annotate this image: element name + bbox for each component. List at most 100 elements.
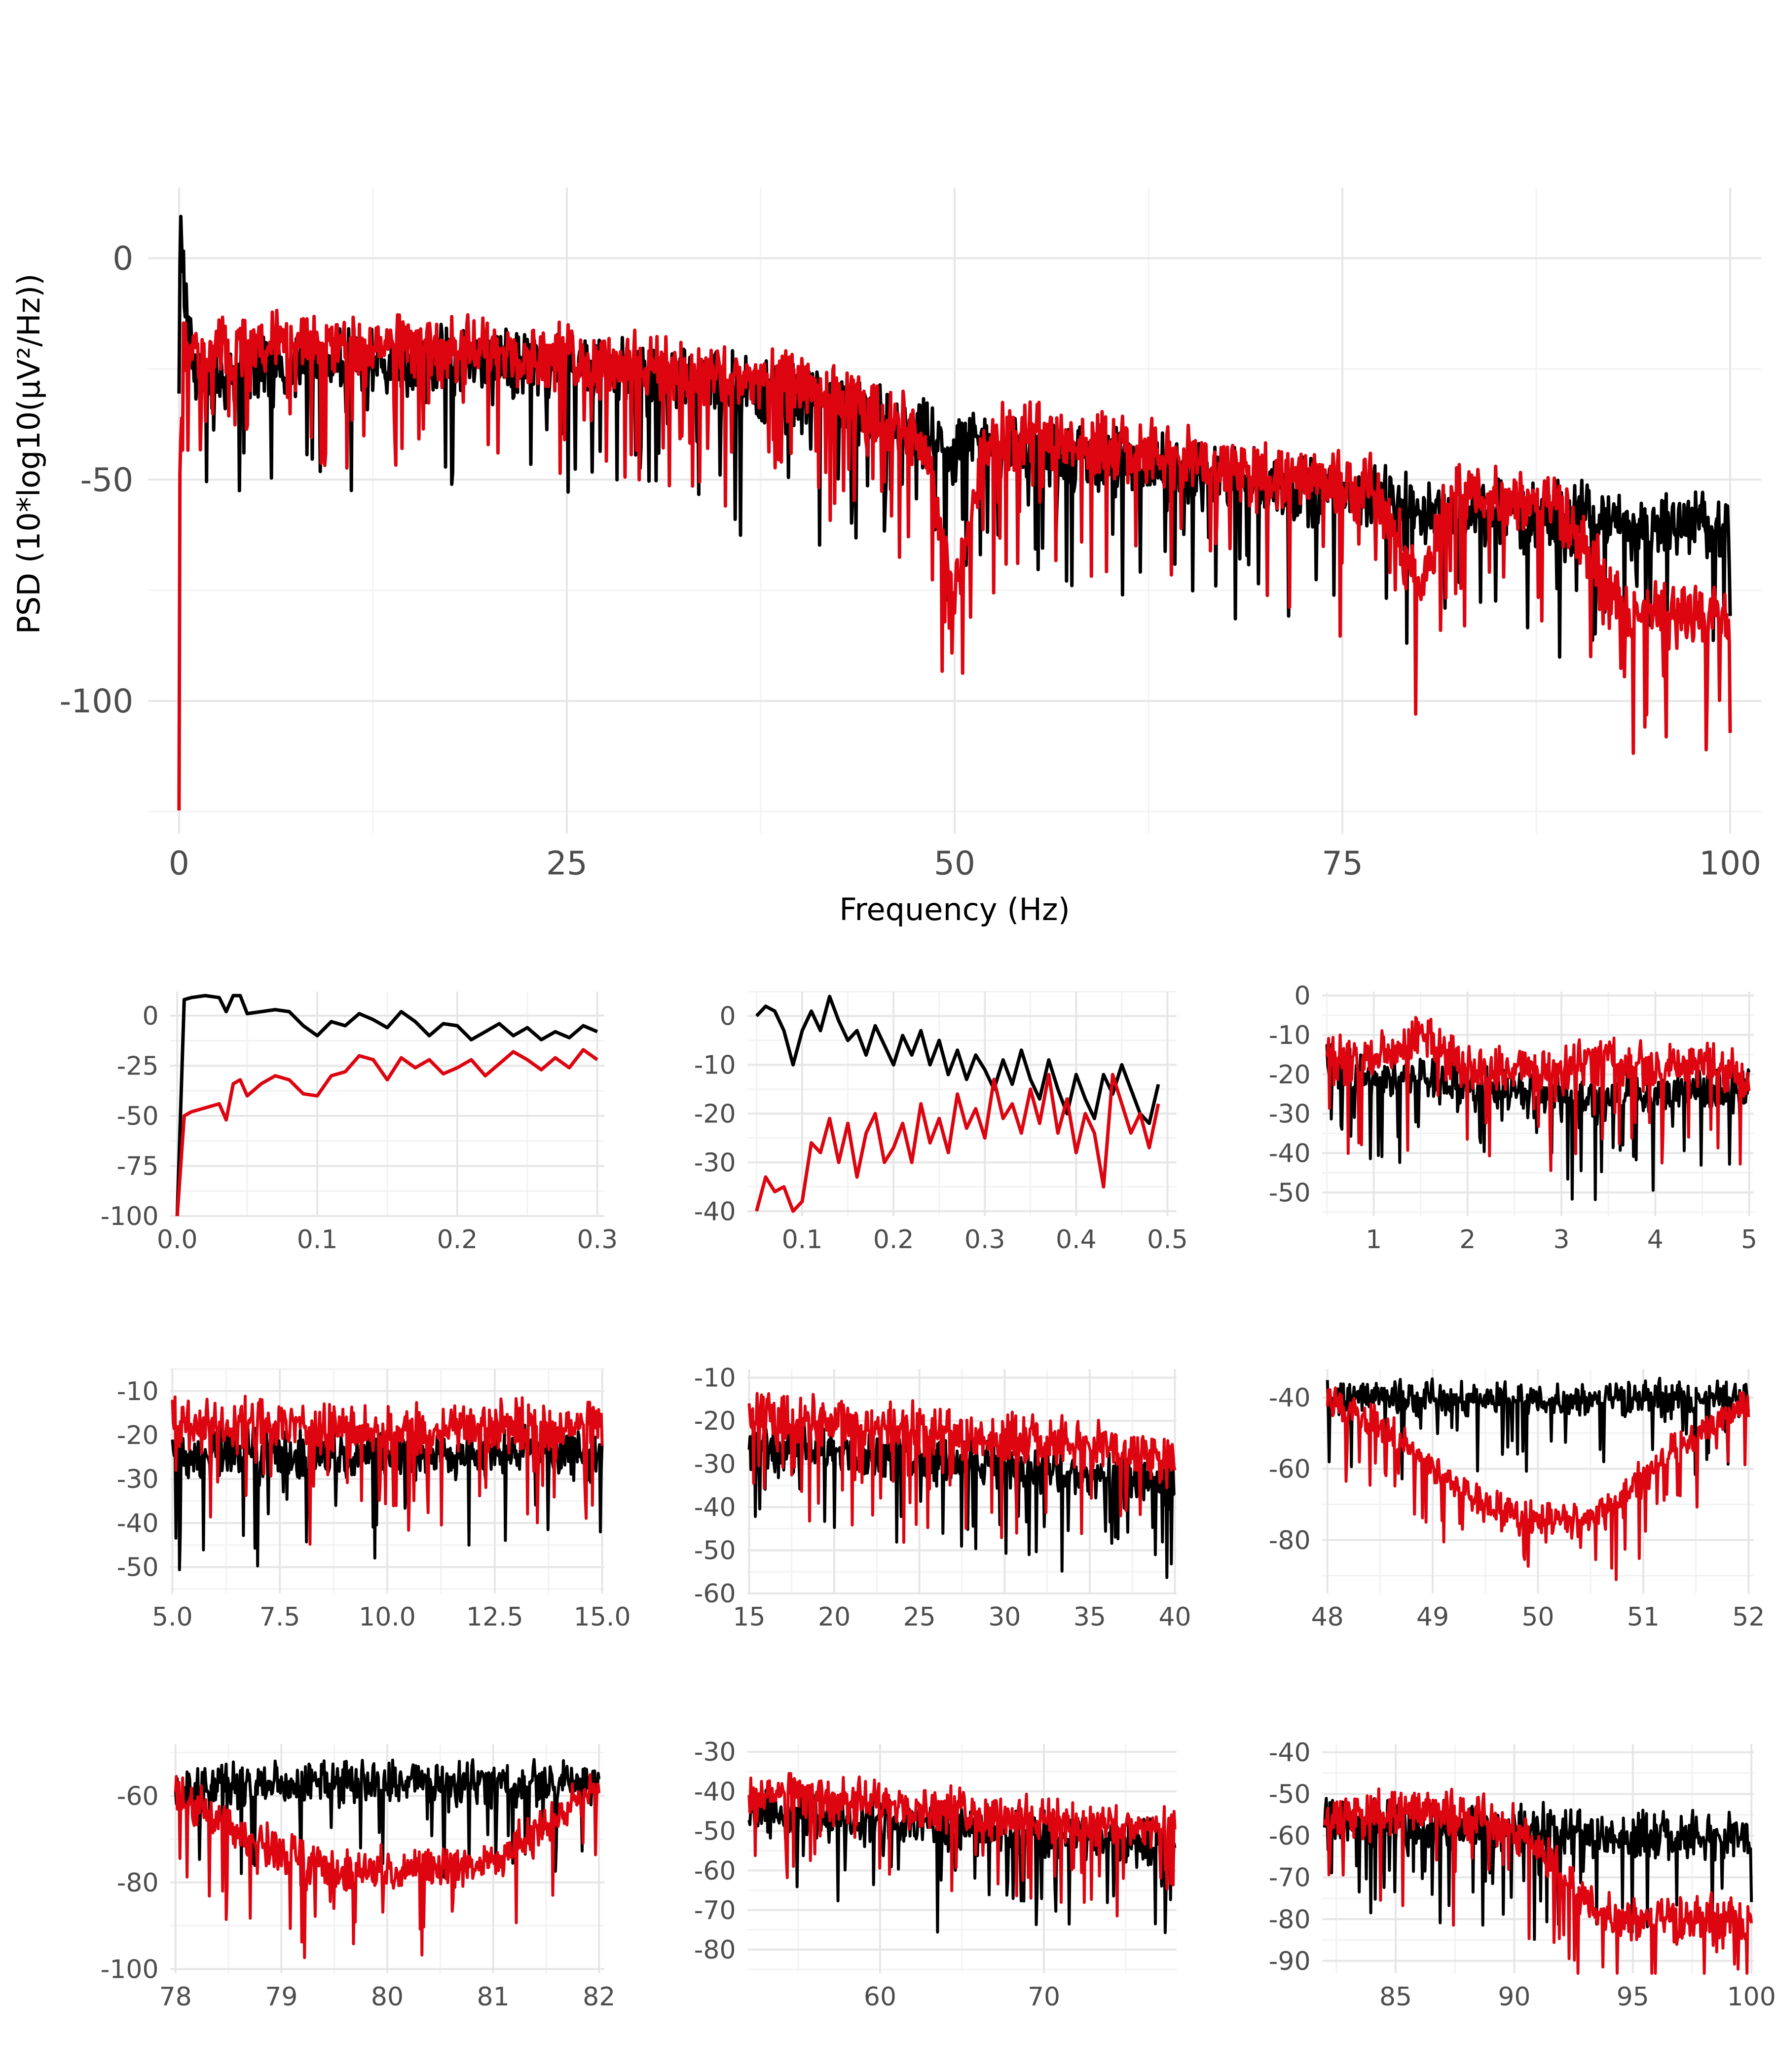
x-tick-label: 78 xyxy=(159,1982,192,2012)
x-tick-label: 5.0 xyxy=(152,1602,193,1632)
plot-panel-zoom-0.05-0.5: 0.1 0.2 0.3 0.4 0.5 0 -10 -20 -30 -40 xyxy=(694,991,1188,1255)
plot-panel-zoom-82-100: 85 90 95 100 -40 -50 -60 -70 -80 -90 xyxy=(1269,1738,1776,2012)
x-tick-label: 25 xyxy=(546,845,588,883)
y-tick-label: -40 xyxy=(1269,1738,1311,1768)
y-tick-label: -30 xyxy=(694,1148,736,1178)
y-tick-label: -80 xyxy=(1269,1905,1311,1934)
y-tick-label: -40 xyxy=(1269,1383,1311,1413)
y-tick-label: -75 xyxy=(117,1152,159,1182)
y-tick-label: -10 xyxy=(694,1051,736,1080)
y-tick-label: -70 xyxy=(1269,1863,1311,1893)
y-tick-label: -40 xyxy=(694,1493,736,1522)
x-tick-label: 1 xyxy=(1366,1225,1382,1255)
y-tick-label: -50 xyxy=(1269,1780,1311,1810)
y-tick-label: -20 xyxy=(1269,1060,1311,1090)
series-line-red xyxy=(175,1048,598,1217)
series-line-black xyxy=(755,995,1160,1125)
x-tick-label: 85 xyxy=(1379,1982,1412,2012)
y-tick-label: -20 xyxy=(694,1099,736,1129)
y-tick-label: -100 xyxy=(101,1202,159,1231)
y-tick-label: -10 xyxy=(694,1364,736,1393)
y-tick-label: -100 xyxy=(101,1955,159,1984)
y-tick-label: -50 xyxy=(80,461,133,499)
series-line-red xyxy=(1326,1386,1750,1581)
y-tick-label: -10 xyxy=(1269,1021,1311,1050)
x-tick-label: 35 xyxy=(1073,1602,1106,1632)
y-tick-label: -60 xyxy=(694,1579,736,1609)
x-tick-label: 0.3 xyxy=(964,1225,1005,1255)
y-tick-label: -90 xyxy=(1269,1947,1311,1976)
x-tick-label: 60 xyxy=(864,1982,896,2012)
series-line-black xyxy=(175,994,598,1217)
y-tick-label: -80 xyxy=(694,1935,736,1965)
x-tick-label: 49 xyxy=(1416,1602,1449,1632)
plot-panel-zoom-78-82: 78 79 80 81 82 -60 -80 -100 xyxy=(101,1744,615,2012)
x-tick-label: 40 xyxy=(1158,1602,1191,1632)
y-tick-label: -50 xyxy=(694,1817,736,1847)
series-line-black xyxy=(1323,1797,1753,1941)
y-tick-label: 0 xyxy=(1295,981,1311,1011)
y-tick-label: -60 xyxy=(694,1856,736,1886)
x-tick-label: 48 xyxy=(1311,1602,1344,1632)
y-tick-label: -30 xyxy=(1269,1100,1311,1129)
plot-panel-zoom-0-0.3: 0.0 0.1 0.2 0.3 0 -25 -50 -75 -100 xyxy=(101,992,618,1255)
series-line-black xyxy=(1326,1376,1750,1480)
x-tick-label: 0.2 xyxy=(437,1225,478,1255)
x-tick-label: 5 xyxy=(1741,1225,1757,1255)
y-tick-label: -60 xyxy=(117,1781,159,1811)
y-tick-label: -10 xyxy=(117,1377,159,1406)
plot-panel-zoom-0.5-5: 1 2 3 4 5 0 -10 -20 -30 -40 -50 xyxy=(1269,981,1757,1255)
y-tick-label: -70 xyxy=(694,1896,736,1925)
x-tick-label: 0.2 xyxy=(873,1225,914,1255)
series-line-red xyxy=(177,308,1732,811)
x-tick-label: 75 xyxy=(1322,845,1363,883)
y-tick-label: -20 xyxy=(117,1421,159,1450)
plot-panel-zoom-48-52: 48 49 50 51 52 -40 -60 -80 xyxy=(1269,1369,1765,1632)
x-tick-label: 0.5 xyxy=(1147,1225,1188,1255)
x-tick-label: 12.5 xyxy=(466,1602,523,1632)
x-axis-label: Frequency (Hz) xyxy=(839,891,1070,927)
series-line-red xyxy=(747,1772,1177,1918)
y-tick-label: -40 xyxy=(694,1777,736,1807)
x-tick-label: 95 xyxy=(1617,1982,1649,2012)
x-tick-label: 100 xyxy=(1699,845,1761,883)
x-tick-label: 79 xyxy=(265,1982,297,2012)
series-line-red xyxy=(174,1773,601,1960)
plot-panel-zoom-52-78: 60 70 -30 -40 -50 -60 -70 -80 xyxy=(694,1738,1177,2012)
y-tick-label: -40 xyxy=(1269,1139,1311,1168)
x-tick-label: 0.3 xyxy=(577,1225,618,1255)
x-tick-label: 4 xyxy=(1647,1225,1664,1255)
x-tick-label: 20 xyxy=(818,1602,851,1632)
x-tick-label: 30 xyxy=(988,1602,1021,1632)
series-line-red xyxy=(171,1395,604,1546)
y-tick-label: -25 xyxy=(117,1052,159,1081)
x-tick-label: 0.1 xyxy=(297,1225,338,1255)
x-tick-label: 2 xyxy=(1459,1225,1476,1255)
plot-panel-zoom-15-40: 15 20 25 30 35 40 -10 -20 -30 -40 -50 -60 xyxy=(694,1364,1191,1632)
y-tick-label: -50 xyxy=(117,1102,159,1131)
series-line-red xyxy=(1325,1016,1751,1172)
x-tick-label: 50 xyxy=(934,845,975,883)
y-tick-label: 0 xyxy=(143,1001,159,1031)
y-tick-label: -100 xyxy=(60,682,134,720)
x-tick-label: 100 xyxy=(1727,1982,1776,2012)
y-tick-label: -40 xyxy=(694,1197,736,1226)
x-tick-label: 52 xyxy=(1732,1602,1765,1632)
y-tick-label: -30 xyxy=(117,1465,159,1494)
y-tick-label: 0 xyxy=(720,1002,736,1032)
x-tick-label: 25 xyxy=(903,1602,936,1632)
y-tick-label: -40 xyxy=(117,1509,159,1538)
x-tick-label: 82 xyxy=(583,1982,615,2012)
x-tick-label: 80 xyxy=(371,1982,404,2012)
x-tick-label: 0 xyxy=(169,845,189,883)
x-tick-label: 15.0 xyxy=(574,1602,631,1632)
x-tick-label: 81 xyxy=(477,1982,510,2012)
x-tick-label: 0.1 xyxy=(782,1225,823,1255)
x-tick-label: 90 xyxy=(1498,1982,1530,2012)
series-line-red xyxy=(747,1392,1177,1544)
y-tick-label: -60 xyxy=(1269,1454,1311,1484)
x-tick-label: 10.0 xyxy=(359,1602,416,1632)
x-tick-label: 51 xyxy=(1627,1602,1660,1632)
x-tick-label: 50 xyxy=(1521,1602,1554,1632)
y-tick-label: -80 xyxy=(117,1868,159,1898)
